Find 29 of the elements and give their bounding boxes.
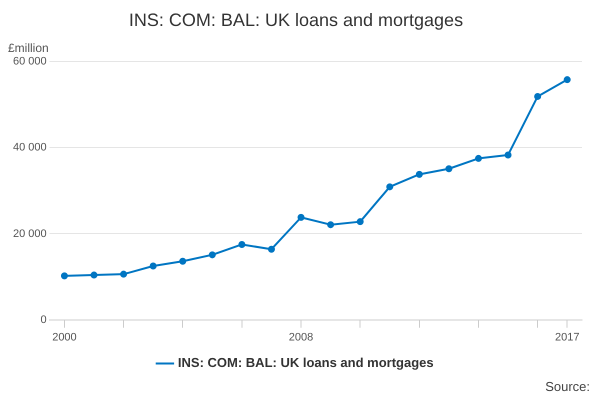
chart-title: INS: COM: BAL: UK loans and mortgages [128,10,464,30]
point [268,246,275,253]
point [534,92,542,100]
point [416,170,423,178]
y-axis-title: £million [8,40,49,55]
point [504,151,512,158]
x-tick-label: 2017 [554,331,580,344]
x-tick-label: 2000 [52,331,77,344]
y-tick-label: 0 [40,314,47,326]
point [238,240,246,248]
point [90,272,98,279]
point [386,183,394,190]
point [327,221,334,228]
point [179,258,186,265]
point [356,218,364,226]
point [445,165,452,172]
point [564,76,571,84]
y-tick-label: 60 000 [12,56,47,68]
point [120,270,128,278]
point [474,154,482,162]
point [150,262,157,270]
x-tick-label: 2008 [288,331,314,344]
y-tick-label: 20 000 [12,228,47,240]
point [298,214,305,221]
point [208,251,216,258]
source-note: Source: [545,379,590,394]
legend-label: INS: COM: BAL: UK loans and mortgages [178,355,434,370]
point [60,272,68,280]
y-tick-label: 40 000 [12,142,47,154]
